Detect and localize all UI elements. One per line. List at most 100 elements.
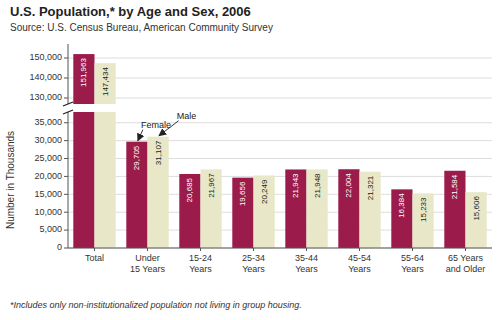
tick-mark	[64, 176, 68, 177]
data-label: 151,963	[79, 58, 88, 87]
tick-mark	[64, 140, 68, 141]
tick-label: 20,000	[34, 171, 62, 181]
data-label: 20,249	[260, 179, 269, 204]
data-label: 21,948	[313, 173, 322, 198]
category-label-line: Years	[348, 264, 371, 274]
data-label: 21,943	[291, 173, 300, 198]
bar	[444, 171, 465, 248]
tick-mark	[64, 194, 68, 195]
annotation-arrow	[138, 130, 143, 141]
series-annotation: Male	[177, 111, 197, 121]
category-label-line: 15 Years	[130, 264, 166, 274]
footnote: *Includes only non-institutionalized pop…	[10, 300, 302, 310]
data-label: 20,685	[185, 177, 194, 202]
category-label-line: Years	[242, 264, 265, 274]
tick-mark	[64, 158, 68, 159]
data-label: 16,384	[397, 193, 406, 218]
bar	[307, 169, 328, 248]
bar	[338, 169, 359, 248]
grid-line	[68, 98, 492, 99]
bars	[73, 112, 486, 248]
bar	[254, 176, 275, 248]
category-label-line: Years	[295, 264, 318, 274]
data-label: 22,004	[344, 173, 353, 198]
x-axis	[68, 248, 492, 249]
data-label: 21,967	[207, 173, 216, 198]
bar	[391, 189, 412, 248]
bar	[360, 172, 381, 248]
tick-label: 15,000	[34, 189, 62, 199]
x-tick-mark	[359, 248, 360, 251]
category-label-line: and Older	[446, 264, 486, 274]
tick-label: 150,000	[29, 52, 62, 62]
category-label: 35-44Years	[295, 253, 318, 274]
category-label-line: Years	[189, 264, 212, 274]
tick-mark	[64, 98, 68, 99]
tick-label: 30,000	[34, 135, 62, 145]
annotation-arrow	[159, 121, 179, 136]
category-label-line: Under	[135, 253, 160, 263]
series-annotation: Female	[141, 120, 171, 130]
grid-line	[68, 248, 492, 249]
category-label: 65 Yearsand Older	[446, 253, 486, 274]
data-label: 15,233	[419, 197, 428, 222]
data-label: 147,434	[101, 67, 110, 96]
tick-mark	[64, 78, 68, 79]
category-label: 15-24Years	[189, 253, 212, 274]
x-tick-mark	[306, 248, 307, 251]
bar	[232, 178, 253, 248]
data-label: 19,656	[238, 181, 247, 206]
category-label: Under15 Years	[130, 253, 166, 274]
bar	[148, 137, 169, 248]
tick-label: 25,000	[34, 153, 62, 163]
x-tick-mark	[412, 248, 413, 251]
data-label: 29,705	[132, 145, 141, 170]
bar	[179, 174, 200, 248]
category-label-line: Total	[85, 253, 104, 263]
category-label-line: 45-54	[348, 253, 371, 263]
x-tick-mark	[94, 248, 95, 251]
category-label-line: 35-44	[295, 253, 318, 263]
category-label: 55-64Years	[401, 253, 424, 274]
category-label: 45-54Years	[348, 253, 371, 274]
y-axis	[68, 112, 69, 248]
category-label-line: 55-64	[401, 253, 424, 263]
bar	[126, 142, 147, 248]
chart: U.S. Population,* by Age and Sex, 2006 So…	[0, 0, 500, 320]
tick-mark	[64, 58, 68, 59]
tick-mark	[64, 212, 68, 213]
tick-mark	[64, 248, 68, 249]
tick-label: 140,000	[29, 72, 62, 82]
bar	[466, 192, 487, 248]
grid-line	[68, 140, 492, 141]
tick-label: 35,000	[34, 117, 62, 127]
grid-line	[68, 58, 492, 59]
y-axis	[68, 44, 69, 104]
tick-mark	[64, 122, 68, 123]
bar	[413, 193, 434, 248]
title: U.S. Population,* by Age and Sex, 2006	[10, 4, 251, 19]
tick-label: 5,000	[39, 224, 62, 234]
x-tick-mark	[200, 248, 201, 251]
subtitle: Source: U.S. Census Bureau, American Com…	[10, 22, 273, 33]
grid-line	[68, 78, 492, 79]
axis-break	[63, 102, 73, 106]
tick-label: 10,000	[34, 207, 62, 217]
category-label: Total	[85, 253, 104, 263]
category-label-line: 25-34	[242, 253, 265, 263]
bar	[201, 169, 222, 248]
bar	[95, 112, 116, 248]
data-label: 15,606	[472, 196, 481, 221]
tick-label: 130,000	[29, 92, 62, 102]
x-tick-mark	[253, 248, 254, 251]
data-label: 21,584	[450, 174, 459, 199]
grid-line	[68, 122, 492, 123]
bars	[73, 54, 115, 104]
bar	[73, 54, 94, 104]
category-label-line: 15-24	[189, 253, 212, 263]
bar	[73, 112, 94, 248]
y-axis-label: Number in Thousands	[5, 131, 16, 229]
data-label: 31,107	[154, 140, 163, 165]
axis-break	[63, 110, 73, 114]
tick-label: 0	[57, 242, 62, 252]
